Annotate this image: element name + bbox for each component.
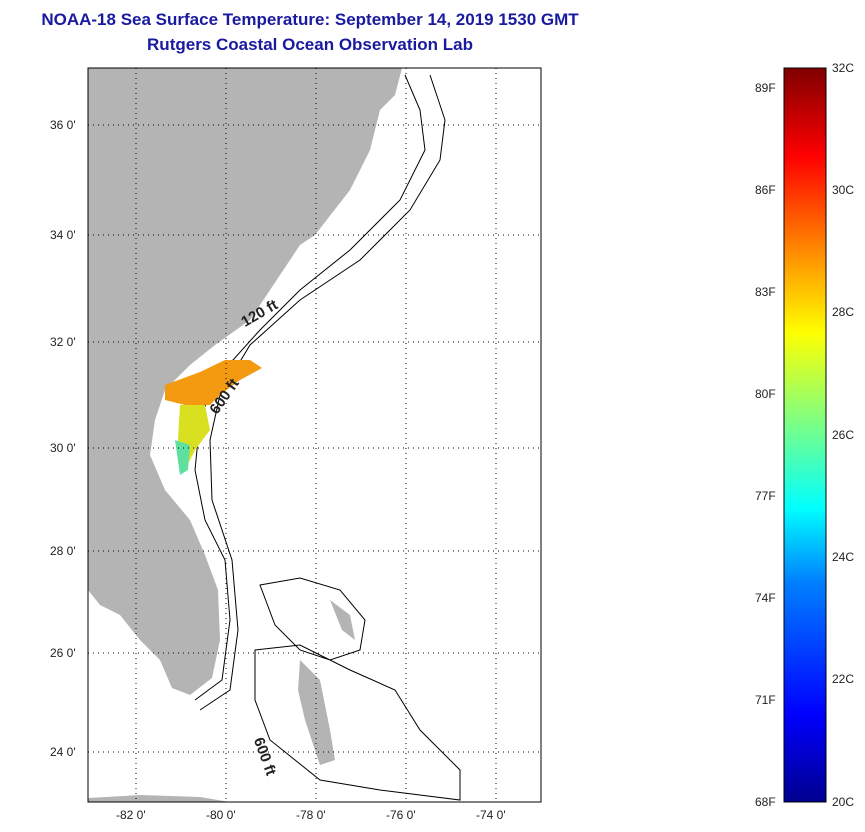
celsius-label: 28C (832, 305, 855, 319)
celsius-label: 24C (832, 550, 855, 564)
lat-label: 24 0' (50, 745, 76, 759)
celsius-label: 26C (832, 428, 855, 442)
lon-label: -78 0' (296, 808, 326, 822)
lat-label: 30 0' (50, 441, 76, 455)
celsius-label: 30C (832, 183, 855, 197)
fahrenheit-label: 71F (755, 693, 776, 707)
title-line-1: NOAA-18 Sea Surface Temperature: Septemb… (41, 10, 579, 29)
colorbar (783, 67, 827, 803)
celsius-label: 22C (832, 672, 855, 686)
map-frame (87, 67, 542, 803)
cuba-land (88, 795, 230, 802)
lat-label: 28 0' (50, 544, 76, 558)
lat-label: 36 0' (50, 118, 76, 132)
lon-label: -82 0' (116, 808, 146, 822)
fahrenheit-label: 68F (755, 795, 776, 809)
celsius-label: 20C (832, 795, 855, 809)
lat-label: 34 0' (50, 228, 76, 242)
lat-label: 32 0' (50, 335, 76, 349)
bahamas-contour (254, 577, 461, 801)
lon-label: -80 0' (206, 808, 236, 822)
sst-warm-patch (165, 360, 262, 405)
fahrenheit-label: 86F (755, 183, 776, 197)
bahamas-island (330, 600, 355, 640)
celsius-label: 32C (832, 61, 855, 75)
fahrenheit-label: 89F (755, 81, 776, 95)
lat-label: 26 0' (50, 646, 76, 660)
lon-label: -74 0' (476, 808, 506, 822)
fahrenheit-label: 77F (755, 489, 776, 503)
fahrenheit-label: 74F (755, 591, 776, 605)
title-line-2: Rutgers Coastal Ocean Observation Lab (147, 35, 473, 54)
mainland-land (88, 68, 402, 695)
lon-label: -76 0' (386, 808, 416, 822)
sst-cool-patch (175, 440, 190, 475)
fahrenheit-label: 80F (755, 387, 776, 401)
bahamas-island (298, 660, 335, 765)
grid-lines (88, 68, 541, 802)
fahrenheit-label: 83F (755, 285, 776, 299)
